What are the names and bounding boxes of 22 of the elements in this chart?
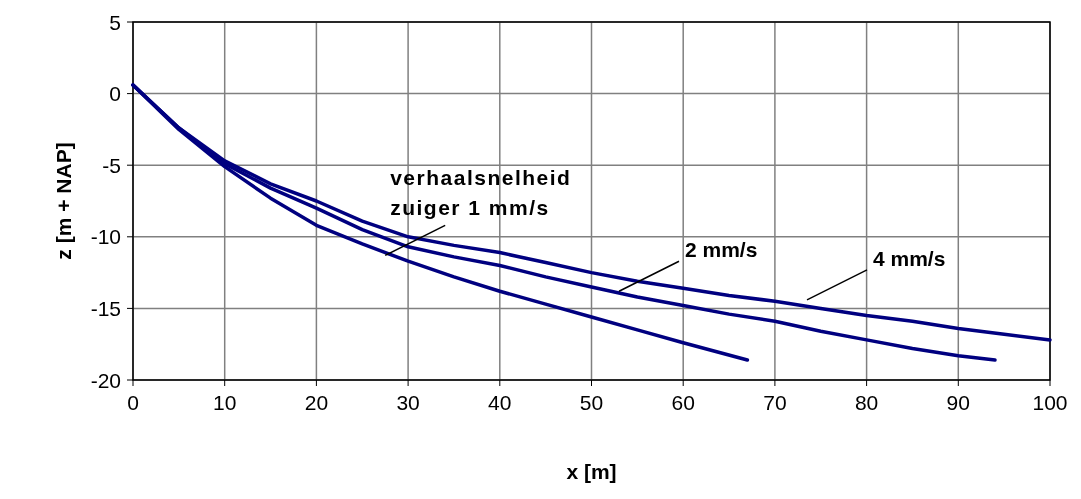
x-tick-label: 40: [488, 391, 512, 414]
x-tick-label: 100: [1032, 391, 1068, 414]
y-axis-title: z [m + NAP]: [52, 142, 75, 260]
annotation: 4 mm/s: [872, 246, 946, 270]
x-tick-label: 20: [304, 391, 329, 414]
y-tick-label: 0: [109, 82, 121, 106]
annotation: verhaalsnelheid zuiger 1 mm/s: [390, 166, 572, 220]
x-tick-label: 70: [763, 391, 787, 414]
y-tick-label: -5: [102, 153, 121, 177]
x-axis-title: x [m]: [566, 460, 617, 483]
x-tick-label: 30: [396, 391, 420, 414]
x-tick-label: 0: [127, 391, 139, 414]
x-tick-label: 80: [854, 391, 879, 414]
y-tick-label: -15: [90, 296, 121, 320]
annotation: 2 mm/s: [685, 238, 758, 262]
y-tick-label: -10: [90, 225, 121, 249]
y-tick-label: 5: [109, 10, 121, 34]
y-tick-label: -20: [90, 368, 121, 392]
x-tick-label: 60: [671, 391, 695, 414]
x-tick-label: 10: [213, 391, 237, 414]
x-tick-label: 50: [579, 391, 604, 414]
x-tick-label: 90: [946, 391, 970, 414]
